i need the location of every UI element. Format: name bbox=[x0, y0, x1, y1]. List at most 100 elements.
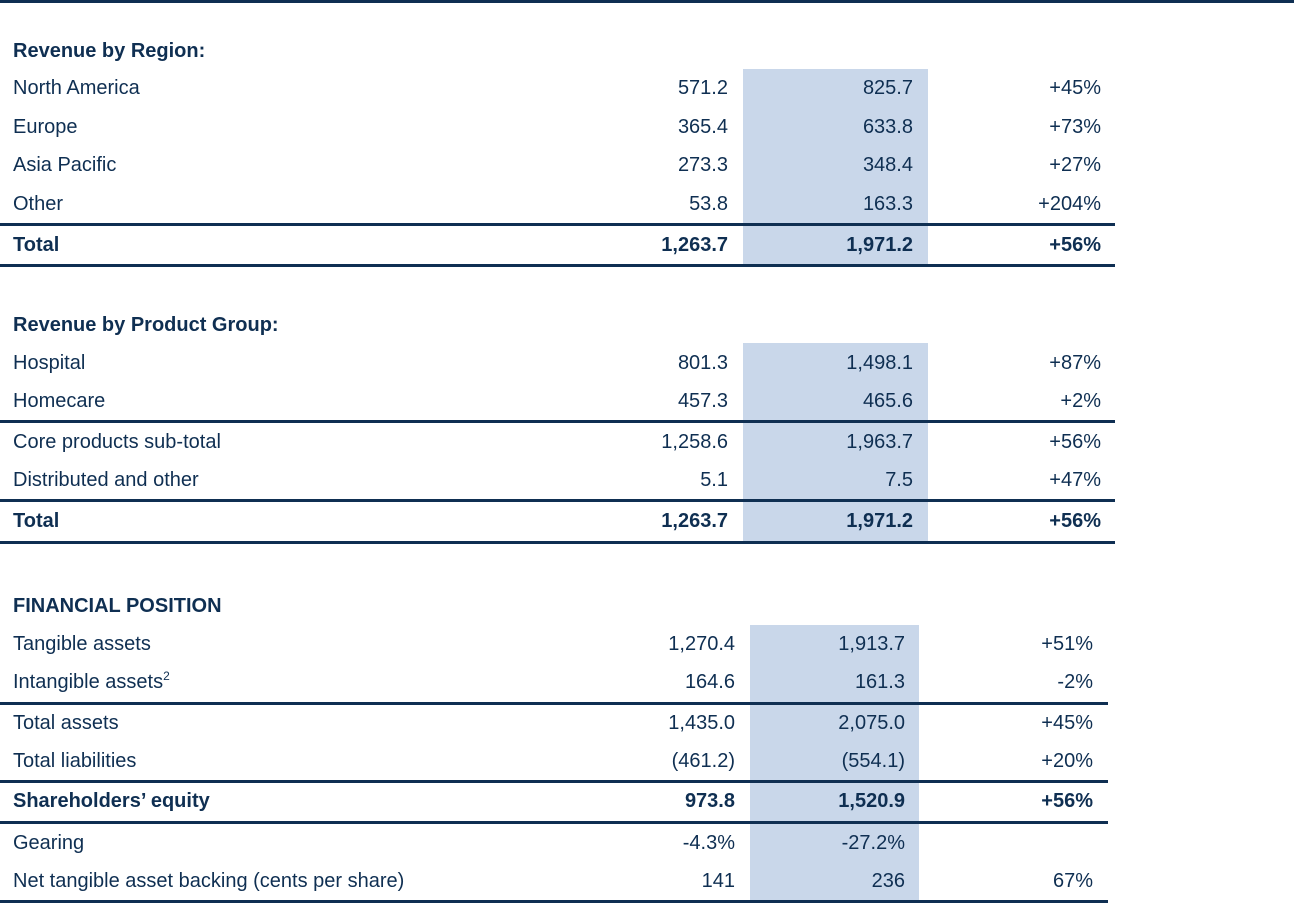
footnote-mark: 2 bbox=[163, 669, 170, 683]
value-cell: +204% bbox=[1038, 193, 1101, 215]
row-label: Asia Pacific bbox=[13, 153, 116, 177]
value-cell: 5.1 bbox=[700, 469, 728, 491]
value-cell: 1,971.2 bbox=[846, 234, 913, 256]
label-text: Distributed and other bbox=[13, 469, 199, 491]
row-label: Tangible assets bbox=[13, 632, 151, 656]
value-cell: +56% bbox=[1049, 510, 1101, 532]
value-cell: 1,498.1 bbox=[846, 352, 913, 374]
value-cell: 1,435.0 bbox=[668, 712, 735, 734]
row-label: Shareholders’ equity bbox=[13, 789, 210, 813]
row-label: Europe bbox=[13, 115, 78, 139]
row-label: Hospital bbox=[13, 351, 85, 375]
label-text: Total assets bbox=[13, 712, 119, 734]
value-cell: +45% bbox=[1041, 712, 1093, 734]
value-cell: 1,270.4 bbox=[668, 633, 735, 655]
value-cell: 973.8 bbox=[684, 790, 735, 812]
row-label: Total bbox=[13, 233, 59, 257]
row-label: Distributed and other bbox=[13, 468, 199, 492]
row-rule bbox=[0, 821, 1108, 824]
value-cell: 801.3 bbox=[677, 352, 728, 374]
label-text: Asia Pacific bbox=[13, 154, 117, 176]
value-cell: 1,258.6 bbox=[661, 431, 728, 453]
label-text: Europe bbox=[13, 116, 78, 138]
label-text: Shareholders’ equity bbox=[13, 790, 210, 812]
value-cell: 7.5 bbox=[885, 469, 913, 491]
value-cell: +56% bbox=[1041, 790, 1093, 812]
label-text: Net tangible asset backing (cents per sh… bbox=[13, 870, 405, 892]
value-cell: 161.3 bbox=[854, 671, 905, 693]
value-cell: +2% bbox=[1060, 390, 1101, 412]
top-rule bbox=[0, 0, 1294, 3]
label-text: Other bbox=[13, 193, 64, 215]
row-label: Gearing bbox=[13, 831, 84, 855]
value-cell: +51% bbox=[1041, 633, 1093, 655]
value-cell: 1,520.9 bbox=[838, 790, 905, 812]
value-cell: 571.2 bbox=[677, 77, 728, 99]
row-label: North America bbox=[13, 76, 140, 100]
value-cell: +56% bbox=[1049, 431, 1101, 453]
label-text: North America bbox=[13, 77, 140, 99]
label-text: Total bbox=[13, 510, 60, 532]
value-cell: +73% bbox=[1049, 116, 1101, 138]
value-cell: 141 bbox=[701, 870, 735, 892]
row-rule bbox=[0, 541, 1115, 544]
label-text: Tangible assets bbox=[13, 633, 151, 655]
label-text: Intangible assets bbox=[13, 671, 164, 693]
value-cell: 348.4 bbox=[862, 154, 913, 176]
highlight-column bbox=[750, 625, 919, 901]
highlight-column bbox=[743, 343, 928, 542]
value-cell: 633.8 bbox=[862, 116, 913, 138]
row-label: Homecare bbox=[13, 389, 105, 413]
value-cell: 67% bbox=[1052, 870, 1093, 892]
value-cell: 465.6 bbox=[862, 390, 913, 412]
row-label: Core products sub-total bbox=[13, 430, 221, 454]
row-rule bbox=[0, 780, 1108, 783]
label-text: Hospital bbox=[13, 352, 86, 374]
row-rule bbox=[0, 499, 1115, 502]
value-cell: 1,263.7 bbox=[661, 510, 728, 532]
value-cell: 164.6 bbox=[684, 671, 735, 693]
value-cell: 825.7 bbox=[862, 77, 913, 99]
row-rule bbox=[0, 900, 1108, 903]
row-rule bbox=[0, 264, 1115, 267]
value-cell: +20% bbox=[1041, 750, 1093, 772]
highlight-column bbox=[743, 69, 928, 265]
row-label: Total assets bbox=[13, 711, 119, 735]
value-cell: -27.2% bbox=[841, 832, 905, 854]
value-cell: 1,263.7 bbox=[661, 234, 728, 256]
value-cell: 365.4 bbox=[677, 116, 728, 138]
row-label: Other bbox=[13, 192, 63, 216]
value-cell: +27% bbox=[1049, 154, 1101, 176]
label-text: Homecare bbox=[13, 390, 106, 412]
value-cell: 1,913.7 bbox=[838, 633, 905, 655]
value-cell: 53.8 bbox=[689, 193, 728, 215]
row-rule bbox=[0, 420, 1115, 423]
value-cell: +56% bbox=[1049, 234, 1101, 256]
row-label: Net tangible asset backing (cents per sh… bbox=[13, 869, 404, 893]
row-label: Total bbox=[13, 509, 59, 533]
value-cell: 2,075.0 bbox=[838, 712, 905, 734]
label-text: Total liabilities bbox=[13, 750, 137, 772]
value-cell: 1,971.2 bbox=[846, 510, 913, 532]
value-cell: 236 bbox=[871, 870, 905, 892]
value-cell: -2% bbox=[1057, 671, 1093, 693]
value-cell: 457.3 bbox=[677, 390, 728, 412]
label-text: Total bbox=[13, 234, 60, 256]
section-title: FINANCIAL POSITION bbox=[13, 595, 222, 617]
value-cell: 163.3 bbox=[862, 193, 913, 215]
value-cell: +45% bbox=[1049, 77, 1101, 99]
value-cell: +47% bbox=[1049, 469, 1101, 491]
value-cell: 273.3 bbox=[677, 154, 728, 176]
row-label: Intangible assets2 bbox=[13, 670, 170, 694]
value-cell: 1,963.7 bbox=[846, 431, 913, 453]
value-cell: -4.3% bbox=[682, 832, 735, 854]
value-cell: (554.1) bbox=[841, 750, 905, 772]
value-cell: +87% bbox=[1049, 352, 1101, 374]
row-label: Total liabilities bbox=[13, 749, 136, 773]
label-text: Gearing bbox=[13, 832, 85, 854]
label-text: Core products sub-total bbox=[13, 431, 221, 453]
row-rule bbox=[0, 702, 1108, 705]
row-rule bbox=[0, 223, 1115, 226]
section-title: Revenue by Product Group: bbox=[13, 314, 279, 336]
